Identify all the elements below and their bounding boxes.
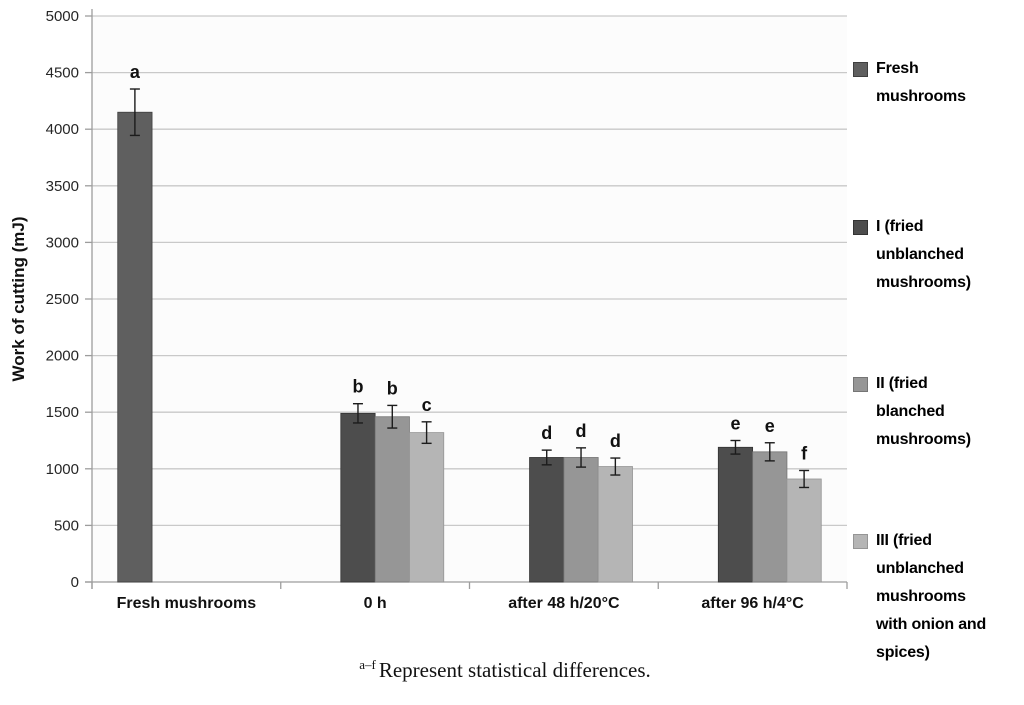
- y-tick-label: 500: [54, 517, 79, 534]
- legend-item-series-3: III (fried unblanched mushrooms with oni…: [853, 527, 1000, 667]
- significance-letter: d: [610, 431, 621, 451]
- y-tick-label: 2500: [46, 291, 79, 308]
- x-category-label: 0 h: [364, 595, 387, 612]
- x-category-label: after 96 h/4°C: [701, 595, 804, 612]
- x-category-label: after 48 h/20°C: [508, 595, 620, 612]
- bar-s3-c2: [597, 466, 633, 583]
- bar-s2-c1: [374, 416, 410, 583]
- footnote-superscript: a–f: [359, 657, 376, 672]
- significance-letter: b: [352, 377, 363, 397]
- significance-letter: e: [730, 414, 740, 434]
- y-tick-label: 1000: [46, 461, 79, 478]
- bar-s3-c3: [786, 478, 822, 583]
- bar-s1-c1: [340, 412, 376, 583]
- legend-label: III (fried unblanched mushrooms with oni…: [876, 532, 987, 661]
- legend-item-fresh-mushrooms: Fresh mushrooms: [853, 55, 1000, 111]
- bar-s1-c2: [529, 457, 565, 583]
- legend-swatch-fresh-mushrooms: [853, 62, 868, 77]
- y-tick-label: 3000: [46, 234, 79, 251]
- y-tick-label: 4500: [46, 65, 79, 82]
- bar-s2-c3: [752, 451, 788, 583]
- bar-s1-c3: [717, 446, 754, 583]
- footnote: a–f Represent statistical differences.: [0, 657, 1010, 683]
- legend-label: II (fried blanched mushrooms): [876, 375, 971, 448]
- legend-item-series-2: II (fried blanched mushrooms): [853, 370, 1000, 454]
- legend-item-series-1: I (fried unblanched mushrooms): [853, 213, 1000, 297]
- bar-chart: 0 500 1000 1500 2000 2500 3000 3500 4000 4500 5000…: [9, 8, 848, 612]
- bar-s0-c0: [117, 111, 153, 583]
- significance-letter: e: [765, 416, 775, 436]
- y-tick-label: 2000: [46, 348, 79, 365]
- footnote-text: Represent statistical differences.: [378, 658, 651, 682]
- significance-letter: d: [576, 421, 587, 441]
- y-tick-label: 4000: [46, 121, 79, 138]
- significance-letter: d: [541, 423, 552, 443]
- bar-s3-c1: [409, 432, 445, 583]
- x-category-label: Fresh mushrooms: [117, 595, 257, 612]
- significance-letter: a: [130, 62, 141, 82]
- legend-label: Fresh mushrooms: [876, 60, 966, 105]
- legend-swatch-series-1: [853, 220, 868, 235]
- legend-swatch-series-3: [853, 534, 868, 549]
- significance-letter: b: [387, 378, 398, 398]
- y-tick-label: 1500: [46, 404, 79, 421]
- y-tick-label: 5000: [46, 8, 79, 25]
- y-tick-label: 3500: [46, 178, 79, 195]
- significance-letter: c: [422, 395, 432, 415]
- y-axis-title: Work of cutting (mJ): [9, 217, 28, 382]
- significance-letter: f: [801, 443, 808, 463]
- bar-s2-c2: [563, 457, 599, 583]
- y-tick-label: 0: [71, 574, 79, 591]
- chart-legend: Fresh mushrooms I (fried unblanched mush…: [853, 0, 1024, 705]
- legend-swatch-series-2: [853, 377, 868, 392]
- legend-label: I (fried unblanched mushrooms): [876, 218, 971, 291]
